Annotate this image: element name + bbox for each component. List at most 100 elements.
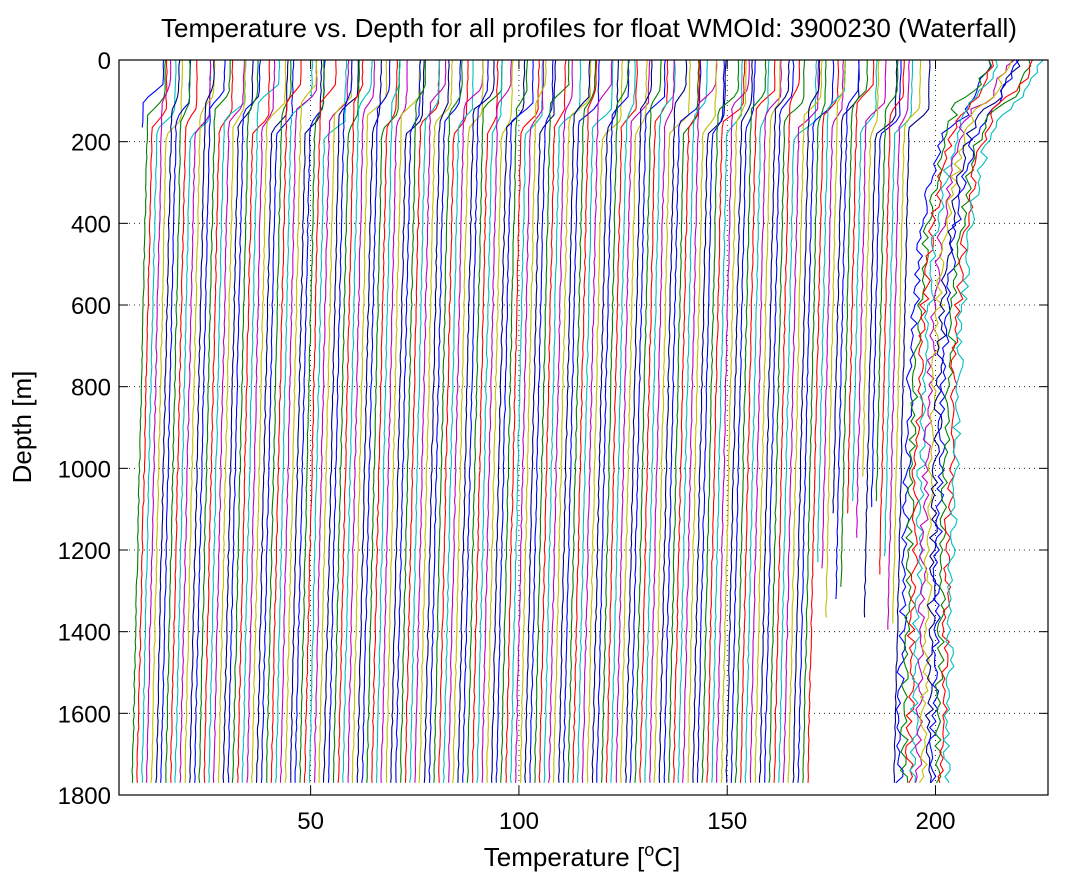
profile-line (174, 60, 212, 783)
y-tick-label: 0 (98, 48, 111, 75)
profile-line (893, 60, 931, 783)
profile-line (212, 60, 245, 783)
profile-line (639, 60, 669, 783)
profile-line (448, 60, 484, 783)
profile-line (227, 60, 262, 783)
profile-line (428, 60, 462, 783)
profile-line (260, 60, 295, 783)
profile-line (203, 60, 234, 783)
profile-lines (131, 60, 1044, 784)
profile-line (150, 60, 183, 783)
profile-line (558, 60, 591, 783)
profile-line (471, 60, 499, 783)
profile-line (734, 60, 767, 783)
profile-line (547, 60, 574, 783)
profile-line (847, 60, 875, 514)
profile-line (423, 60, 450, 783)
profile-line (500, 60, 529, 783)
profile-line (356, 60, 382, 783)
profile-line (400, 60, 427, 783)
profile-line (672, 60, 701, 783)
profile-line (165, 60, 191, 783)
profile-line (279, 60, 318, 783)
y-tick-label: 1000 (58, 456, 111, 483)
profile-line (942, 60, 1044, 784)
profile-line (870, 60, 902, 508)
profile-line (782, 60, 820, 783)
profile-line (730, 60, 756, 783)
profile-line (887, 60, 910, 630)
profile-line (351, 60, 388, 783)
chart-title: Temperature vs. Depth for all profiles f… (161, 13, 1017, 43)
profile-line (322, 60, 359, 783)
profile-line (634, 60, 662, 783)
profile-line (825, 60, 847, 618)
y-tick-label: 1200 (58, 538, 111, 565)
profile-line (879, 60, 905, 575)
profile-line (615, 60, 651, 783)
profile-line (895, 60, 992, 784)
profile-line (802, 60, 827, 783)
profile-line (600, 60, 629, 783)
profile-line (284, 60, 318, 783)
profile-line (744, 60, 770, 783)
profile-line (696, 60, 725, 783)
profile-line (687, 60, 718, 783)
profile-line (856, 60, 887, 538)
y-tick-label: 1800 (58, 783, 111, 810)
profile-line (495, 60, 534, 783)
profile-line (792, 60, 821, 783)
profile-line (361, 60, 391, 783)
profile-line (538, 60, 567, 783)
profile-line (314, 60, 350, 783)
y-tick-label: 600 (71, 293, 111, 320)
profile-line (184, 60, 216, 783)
profile-line (222, 60, 254, 783)
profile-line (937, 60, 1033, 783)
profile-line (217, 60, 246, 783)
profile-line (914, 60, 1015, 783)
profile-line (567, 60, 597, 783)
profile-line (131, 60, 167, 783)
profile-line (270, 60, 302, 783)
profile-line (899, 60, 993, 783)
y-tick-label: 800 (71, 375, 111, 402)
profile-line (371, 60, 399, 783)
x-axis-label: Temperature [oC] (484, 840, 680, 872)
profile-line (768, 60, 806, 783)
profile-line (534, 60, 570, 783)
profile-line (404, 60, 440, 783)
profile-line (231, 60, 259, 783)
profile-line (524, 60, 557, 783)
profile-line (442, 60, 474, 783)
profile-line (170, 60, 198, 783)
profile-line (817, 60, 847, 563)
x-tick-label: 50 (297, 808, 324, 835)
profile-line (892, 60, 922, 624)
profile-line (596, 60, 630, 783)
y-tick-label: 400 (71, 211, 111, 238)
profile-line (835, 60, 860, 600)
profile-line (337, 60, 364, 783)
profile-line (862, 60, 880, 477)
profile-line (821, 60, 845, 569)
profile-line (290, 60, 323, 783)
profile-line (318, 60, 353, 783)
profile-line (466, 60, 503, 783)
profile-line (433, 60, 463, 783)
profile-line (155, 60, 181, 783)
profile-line (863, 60, 898, 618)
profile-line (476, 60, 504, 783)
profile-line (189, 60, 215, 783)
profile-line (591, 60, 619, 783)
profile-line (711, 60, 744, 783)
profile-line (529, 60, 554, 783)
profile-line (758, 60, 790, 783)
profile-line (347, 60, 376, 783)
profile-line (366, 60, 401, 783)
profile-line (605, 60, 638, 783)
profile-line (692, 60, 727, 783)
profile-line (764, 60, 795, 783)
